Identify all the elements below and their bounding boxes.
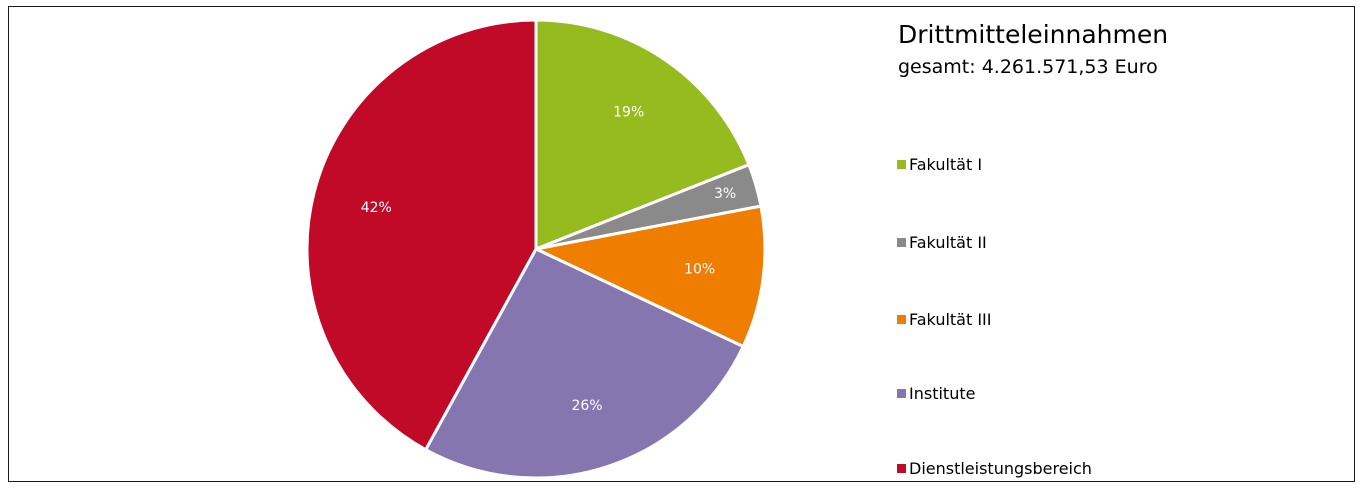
pie-data-label-2: 10%: [684, 262, 715, 278]
pie-slice-4: [305, 18, 538, 452]
legend-swatch: [897, 159, 906, 169]
legend-label: Dienstleistungsbereich: [909, 458, 1092, 478]
legend-label: Institute: [909, 383, 976, 403]
chart-subtitle: gesamt: 4.261.571,53 Euro: [898, 56, 1158, 78]
legend-item-fakultaet-3: Fakultät III: [897, 308, 992, 330]
pie-data-label-4: 42%: [361, 200, 392, 216]
pie-data-label-3: 26%: [571, 398, 602, 414]
legend-label: Fakultät II: [909, 232, 987, 252]
legend-item-fakultaet-1: Fakultät I: [897, 153, 982, 175]
pie-data-label-1: 3%: [714, 186, 736, 202]
legend-swatch: [897, 237, 906, 247]
pie-slice-0: [534, 18, 751, 251]
legend-swatch: [897, 463, 906, 473]
legend-swatch: [897, 314, 906, 324]
legend-item-fakultaet-2: Fakultät II: [897, 231, 987, 253]
legend-item-institute: Institute: [897, 382, 975, 404]
legend-label: Fakultät I: [909, 154, 983, 174]
legend-item-dienstleistungsbereich: Dienstleistungsbereich: [897, 457, 1092, 479]
legend-label: Fakultät III: [909, 309, 992, 329]
pie-slice-2: [534, 204, 767, 349]
chart-title: Drittmitteleinnahmen: [898, 20, 1169, 49]
legend-swatch: [897, 388, 906, 398]
pie-data-label-0: 19%: [613, 105, 644, 121]
